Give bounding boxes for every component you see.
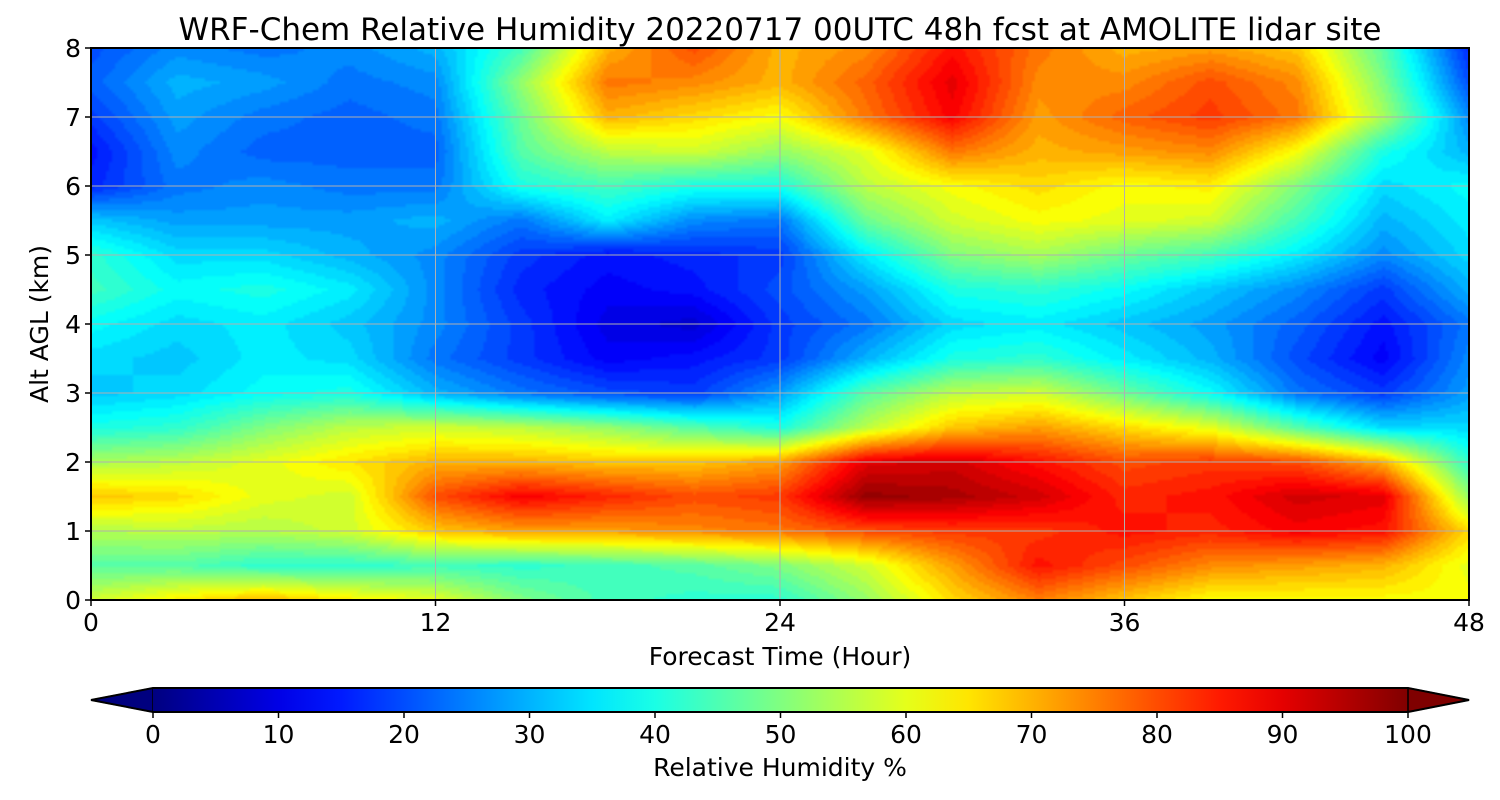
plot-area	[90, 47, 1470, 601]
x-axis-label: Forecast Time (Hour)	[649, 642, 912, 671]
colorbar-tick-label: 70	[1016, 720, 1048, 749]
x-tick-label: 36	[1109, 608, 1141, 637]
colorbar-tick-label: 90	[1267, 720, 1299, 749]
colorbar-gradient	[153, 688, 1408, 712]
colorbar-tick-label: 80	[1141, 720, 1173, 749]
chart-title: WRF-Chem Relative Humidity 20220717 00UT…	[178, 12, 1381, 48]
y-tick-label: 7	[65, 103, 81, 132]
colorbar-tick-label: 50	[765, 720, 797, 749]
y-axis-ticks: 0 1 2 3 4 5 6 7 8	[65, 34, 91, 615]
colorbar-tick-label: 30	[514, 720, 546, 749]
colorbar-tick-label: 40	[639, 720, 671, 749]
grid-lines	[91, 48, 1469, 600]
x-tick-label: 24	[764, 608, 796, 637]
colorbar-tick-label: 60	[890, 720, 922, 749]
colorbar-tick-label: 20	[388, 720, 420, 749]
y-tick-label: 0	[65, 586, 81, 615]
x-tick-label: 48	[1453, 608, 1485, 637]
y-axis-label: Alt AGL (km)	[25, 245, 54, 403]
colorbar-tick-label: 10	[263, 720, 295, 749]
x-tick-label: 0	[83, 608, 99, 637]
y-tick-label: 6	[65, 172, 81, 201]
colorbar: 0 10 20 30 40 50 60 70 80 90 100 Relative Humidity…	[90, 687, 1470, 782]
y-tick-label: 4	[65, 310, 81, 339]
colorbar-extend-high	[1407, 687, 1470, 713]
x-axis-ticks: 0 12 24 36 48	[83, 600, 1485, 637]
colorbar-extend-low	[90, 687, 154, 713]
colorbar-tick-label: 100	[1384, 720, 1432, 749]
colorbar-label: Relative Humidity %	[653, 753, 907, 782]
y-tick-label: 3	[65, 379, 81, 408]
colorbar-ticks: 0 10 20 30 40 50 60 70 80 90 100	[145, 712, 1432, 749]
y-tick-label: 5	[65, 241, 81, 270]
x-tick-label: 12	[420, 608, 452, 637]
y-tick-label: 2	[65, 448, 81, 477]
y-tick-label: 8	[65, 34, 81, 63]
y-tick-label: 1	[65, 517, 81, 546]
colorbar-tick-label: 0	[145, 720, 161, 749]
